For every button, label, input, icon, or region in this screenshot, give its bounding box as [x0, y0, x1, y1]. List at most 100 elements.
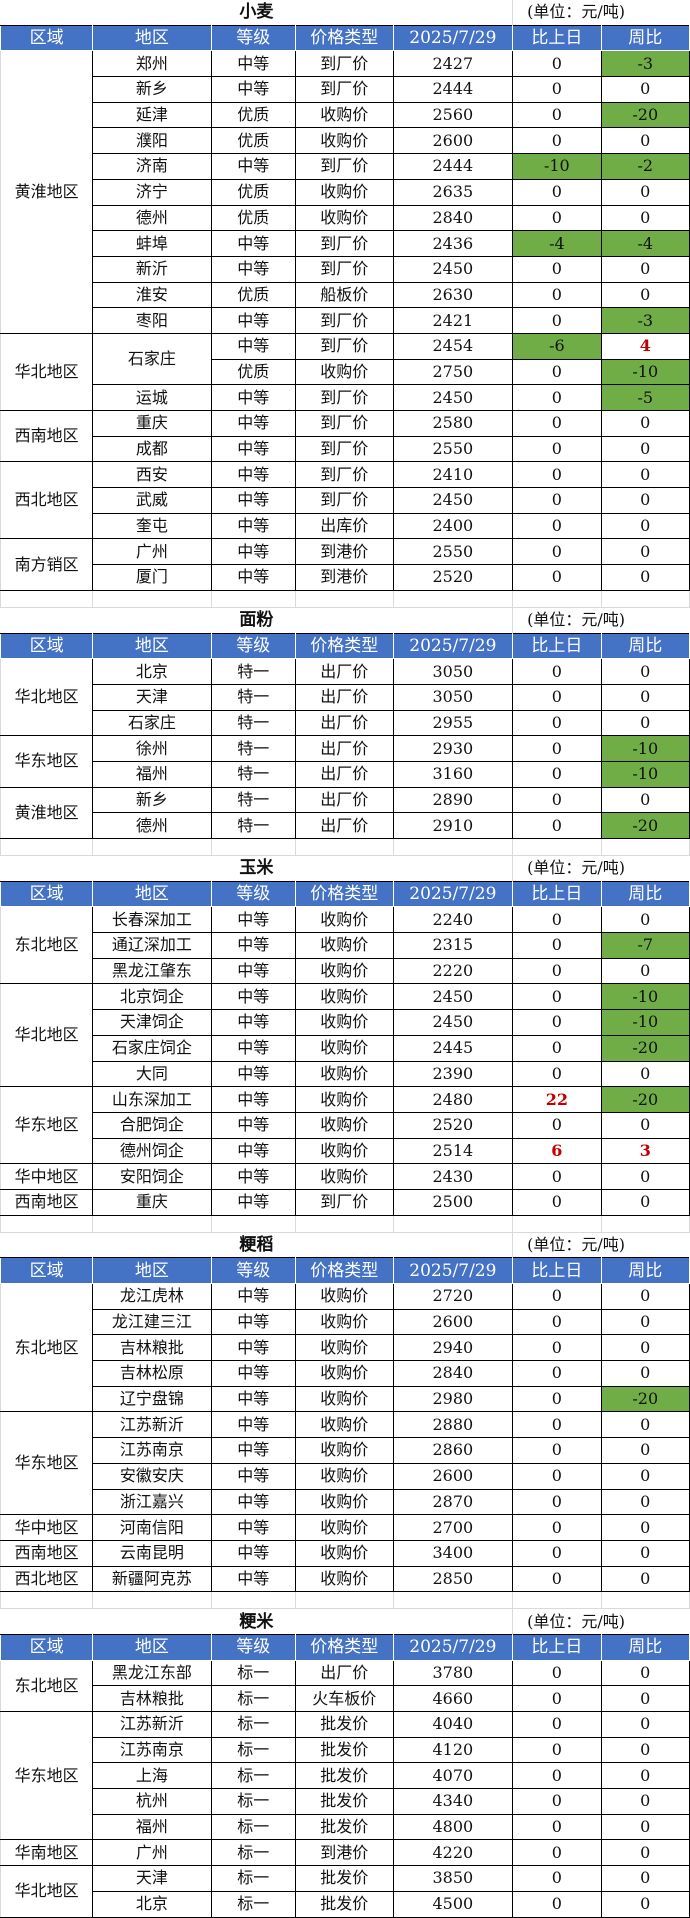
price-type-cell: 火车板价	[295, 1685, 394, 1712]
price-type-cell: 收购价	[295, 178, 394, 206]
price-type-cell: 收购价	[295, 1539, 394, 1567]
price-type-cell: 出厂价	[295, 658, 394, 685]
weekly-change-cell: 0	[600, 658, 690, 685]
table-row: 西北地区 西安 中等 到厂价 2410 0 0	[0, 461, 690, 540]
weekly-change-cell: 0	[600, 1711, 690, 1738]
grade-cell: 特一	[210, 812, 297, 839]
table-row: 华北地区 北京饲企 中等 收购价 2450 0 -10	[0, 983, 690, 1088]
price-cell: 2480	[392, 1086, 514, 1113]
weekly-change-cell: 0	[600, 255, 690, 283]
column-header-price-type: 价格类型	[295, 1257, 394, 1284]
daily-change-cell: 0	[512, 957, 602, 985]
grade-cell: 特一	[210, 658, 297, 685]
table-row: 华东地区 山东深加工 中等 收购价 2480 22 -20	[0, 1086, 690, 1165]
price-cell: 2840	[392, 204, 514, 232]
price-type-cell: 收购价	[295, 1437, 394, 1464]
weekly-change-cell: 0	[600, 487, 690, 514]
price-type-cell: 到厂价	[295, 435, 394, 463]
weekly-change-cell: 0	[600, 178, 690, 206]
table-title: 粳米	[239, 1611, 274, 1632]
daily-change-cell: 0	[512, 1009, 602, 1036]
table-row: 天津饲企 中等 收购价 2450 0 -10	[1, 1009, 690, 1036]
empty-cell	[512, 589, 602, 608]
region-cell: 黄淮地区	[0, 50, 94, 334]
weekly-change-cell: 0	[600, 1788, 690, 1815]
price-type-cell: 出厂价	[295, 786, 394, 814]
table-title-row: 粳稻 (单位：元/吨)	[1, 1232, 690, 1258]
weekly-change-cell: 0	[600, 564, 690, 591]
price-cell: 2840	[392, 1360, 514, 1387]
grade-cell: 中等	[210, 410, 297, 437]
weekly-change-cell: 0	[600, 1565, 690, 1593]
area-cell: 江苏南京	[92, 1437, 212, 1464]
column-header-daily-change: 比上日	[512, 880, 602, 908]
weekly-change-cell: -10	[600, 735, 690, 762]
spacer-row	[0, 1214, 690, 1233]
column-header-region: 区域	[0, 24, 94, 52]
daily-change-cell: 0	[512, 1762, 602, 1790]
daily-change-cell: 0	[512, 1188, 602, 1216]
area-cell: 武威	[92, 487, 212, 514]
price-cell: 2600	[392, 1308, 514, 1336]
weekly-change-cell: 0	[600, 957, 690, 985]
region-cell: 西北地区	[0, 461, 94, 540]
grade-cell: 中等	[210, 1360, 297, 1387]
grade-cell: 中等	[210, 1411, 297, 1439]
column-header-price-type: 价格类型	[295, 632, 394, 660]
area-cell: 成都	[92, 435, 212, 463]
unit-label: (单位：元/吨)	[512, 607, 690, 633]
daily-change-cell: 0	[512, 435, 602, 463]
price-cell: 4500	[392, 1890, 514, 1918]
column-header-weekly-change: 周比	[600, 24, 690, 52]
region-cell: 华南地区	[0, 1839, 94, 1867]
column-header-area: 地区	[92, 24, 212, 52]
grade-cell: 中等	[210, 1060, 297, 1088]
unit-label: (单位：元/吨)	[512, 855, 690, 882]
daily-change-cell: 0	[512, 683, 602, 711]
unit-label: (单位：元/吨)	[512, 0, 690, 26]
table-row: 安徽安庆 中等 收购价 2600 0 0	[1, 1462, 690, 1490]
daily-change-cell: 0	[512, 1488, 602, 1516]
price-type-cell: 收购价	[295, 983, 394, 1011]
table-row: 上海 标一 批发价 4070 0 0	[1, 1762, 690, 1790]
weekly-change-cell: 0	[600, 683, 690, 711]
price-type-cell: 批发价	[295, 1890, 394, 1918]
price-cell: 3780	[392, 1659, 514, 1687]
daily-change-cell: 0	[512, 1163, 602, 1190]
grade-cell: 标一	[210, 1762, 297, 1790]
region-cell: 华北地区	[0, 983, 94, 1088]
price-cell: 2890	[392, 786, 514, 814]
price-type-cell: 收购价	[295, 1565, 394, 1593]
price-type-cell: 到厂价	[295, 50, 394, 78]
grade-cell: 中等	[210, 487, 297, 514]
table-row: 福州 标一 批发价 4800 0 0	[1, 1813, 690, 1841]
area-cell: 重庆	[92, 410, 212, 437]
daily-change-cell: 0	[512, 1839, 602, 1867]
price-type-cell: 收购价	[295, 1034, 394, 1062]
weekly-change-cell: -4	[600, 230, 690, 257]
weekly-change-cell: 0	[600, 1514, 690, 1541]
daily-change-cell: 0	[512, 512, 602, 540]
table-row: 武威 中等 到厂价 2450 0 0	[1, 487, 690, 514]
daily-change-cell: 0	[512, 384, 602, 411]
table-row: 东北地区 长春深加工 中等 收购价 2240 0 0	[0, 906, 690, 985]
price-cell: 2550	[392, 435, 514, 463]
area-cell: 延津	[92, 101, 212, 129]
weekly-change-cell: -2	[600, 153, 690, 180]
unit-label: (单位：元/吨)	[512, 1232, 690, 1258]
column-header-grade: 等级	[210, 632, 297, 660]
table-row: 浙江嘉兴 中等 收购价 2870 0 0	[1, 1488, 690, 1516]
price-cell: 2520	[392, 564, 514, 591]
grade-cell: 中等	[210, 1334, 297, 1362]
price-type-cell: 出厂价	[295, 683, 394, 711]
grade-cell: 中等	[210, 435, 297, 463]
column-header-price: 2025/7/29	[392, 632, 514, 660]
daily-change-cell: 0	[512, 281, 602, 309]
area-cell: 江苏南京	[92, 1736, 212, 1764]
grade-cell: 优质	[210, 204, 297, 232]
table-row: 黑龙江肇东 中等 收购价 2220 0 0	[1, 957, 690, 985]
column-header-price: 2025/7/29	[392, 1257, 514, 1284]
area-cell: 福州	[92, 1813, 212, 1841]
region-cell: 南方销区	[0, 538, 94, 591]
daily-change-cell: 0	[512, 786, 602, 814]
